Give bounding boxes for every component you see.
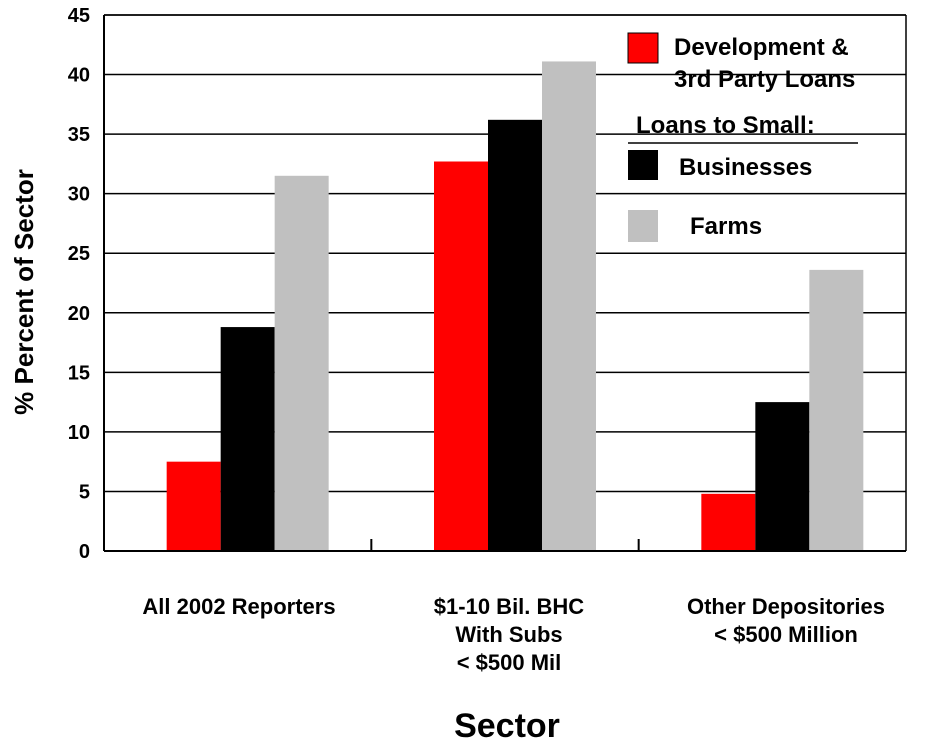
axes — [103, 14, 907, 552]
bar-development-3rd-party-loans-0 — [166, 461, 221, 551]
x-axis-title: Sector — [454, 707, 560, 744]
bar-businesses-0 — [220, 327, 275, 551]
legend-swatch-farms — [628, 210, 658, 242]
y-axis-title: % Percent of Sector — [9, 169, 39, 415]
x-category-label: All 2002 Reporters — [142, 594, 335, 619]
x-category-label-line: Other Depositories — [687, 594, 885, 619]
y-tick-label: 25 — [68, 243, 90, 265]
legend: Development & 3rd Party Loans Loans to Sma… — [627, 32, 858, 242]
bar-development-3rd-party-loans-2 — [701, 493, 756, 551]
legend-swatch-development — [627, 32, 659, 64]
bar-businesses-2 — [755, 402, 810, 551]
y-tick-label: 30 — [68, 184, 90, 206]
x-category-label: $1-10 Bil. BHC With Subs < $500 Mil — [434, 594, 584, 675]
bar-farms-2 — [809, 269, 864, 551]
legend-label-development: Development & — [674, 34, 849, 61]
y-axis-ticks: 0 5 10 15 20 25 30 35 40 45 — [68, 5, 90, 563]
bar-development-3rd-party-loans-1 — [434, 161, 488, 552]
legend-subheading: Loans to Small: — [636, 112, 815, 139]
y-tick-label: 40 — [68, 65, 90, 87]
y-tick-label: 0 — [79, 541, 90, 563]
x-category-label-line: < $500 Mil — [457, 650, 562, 675]
y-tick-label: 15 — [68, 362, 90, 384]
x-axis-categories: All 2002 Reporters $1-10 Bil. BHC With Sub… — [142, 594, 885, 675]
legend-label-farms: Farms — [690, 213, 762, 240]
y-tick-label: 35 — [68, 124, 90, 146]
y-tick-label: 20 — [68, 303, 90, 325]
legend-swatch-businesses — [628, 150, 658, 180]
x-category-label: Other Depositories < $500 Million — [687, 594, 885, 647]
x-category-label-line: < $500 Million — [714, 622, 858, 647]
legend-label-businesses: Businesses — [679, 154, 812, 181]
bar-businesses-1 — [488, 119, 542, 551]
bars — [166, 61, 864, 552]
bar-farms-0 — [274, 175, 329, 552]
x-category-label-line: $1-10 Bil. BHC — [434, 594, 584, 619]
x-category-label-line: All 2002 Reporters — [142, 594, 335, 619]
y-tick-label: 45 — [68, 5, 90, 27]
x-category-label-line: With Subs — [455, 622, 562, 647]
y-tick-label: 5 — [79, 481, 90, 503]
bar-farms-1 — [542, 61, 596, 551]
y-tick-label: 10 — [68, 422, 90, 444]
legend-label-development: 3rd Party Loans — [674, 66, 855, 93]
